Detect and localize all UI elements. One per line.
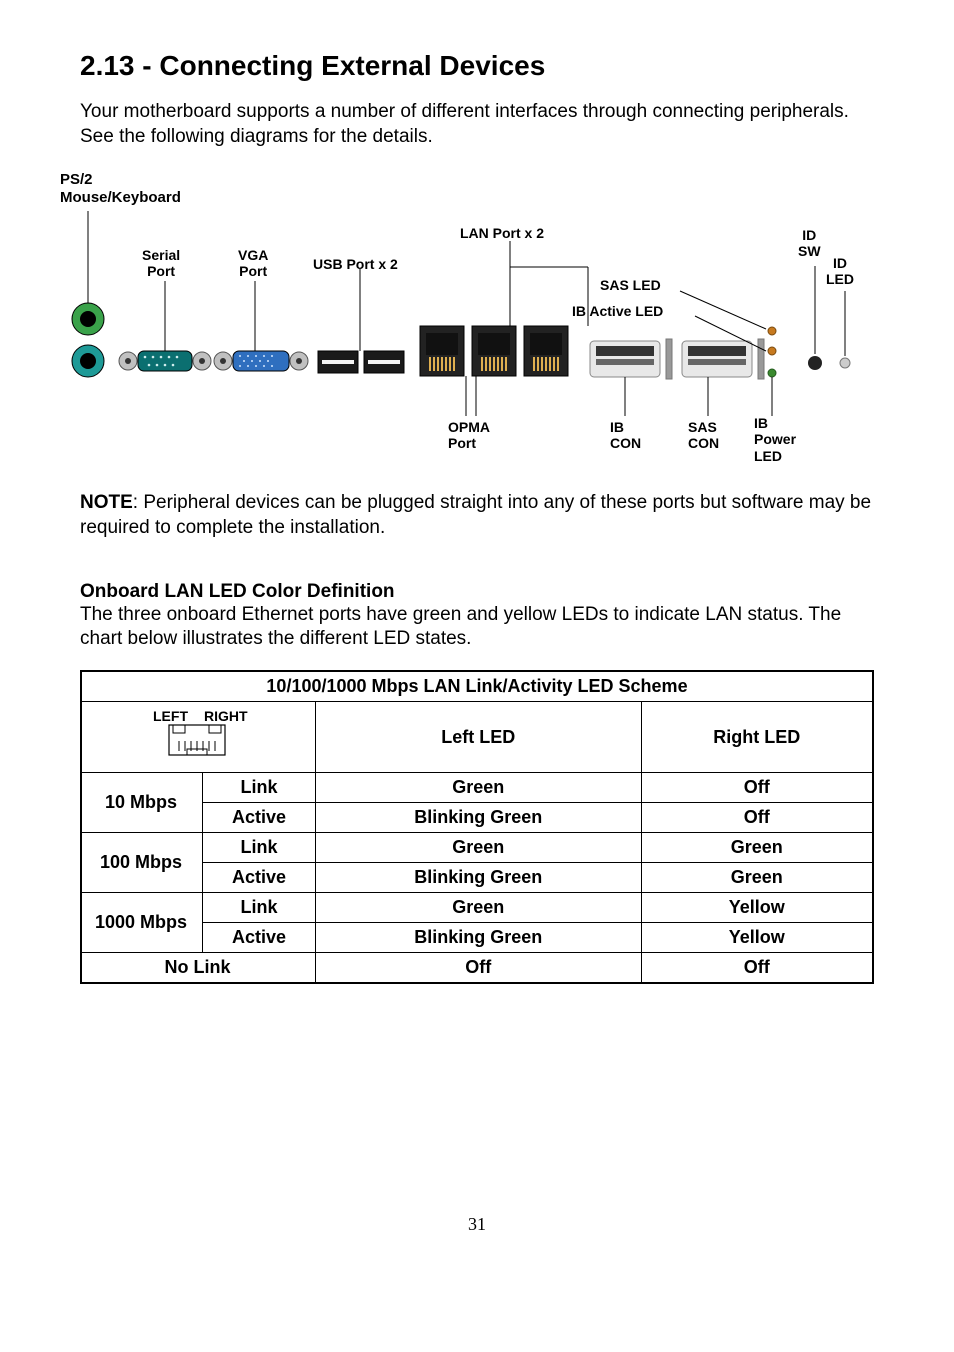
link-label-2: Link [203,893,316,923]
id-sw-label: ID SW [798,227,821,259]
section-heading: 2.13 - Connecting External Devices [80,50,874,82]
lan-section-body: The three onboard Ethernet ports have gr… [80,603,874,652]
page-number: 31 [80,1214,874,1235]
speed-10-cell: 10 Mbps [81,773,203,833]
note-bold: NOTE [80,492,133,513]
rear-io-diagram: Serial Port VGA Port USB Port x 2 LAN Po… [60,211,880,481]
usb-port-label: USB Port x 2 [313,256,398,272]
cell-100-active-left: Blinking Green [316,863,642,893]
right-led-header: Right LED [641,702,873,773]
cell-100-active-right: Green [641,863,873,893]
left-led-header: Left LED [316,702,642,773]
active-label-1: Active [203,863,316,893]
cell-100-link-left: Green [316,833,642,863]
sas-led-label: SAS LED [600,277,661,293]
ps2-label: PS/2 Mouse/Keyboard [60,171,874,207]
cell-1000-link-left: Green [316,893,642,923]
rj45-header-cell: LEFT RIGHT [81,702,316,773]
cell-1000-active-right: Yellow [641,923,873,953]
note-text: NOTE: Peripheral devices can be plugged … [80,491,874,540]
intro-text: Your motherboard supports a number of di… [80,100,874,149]
cell-10-link-right: Off [641,773,873,803]
rj45-right-text: RIGHT [204,708,248,724]
cell-10-active-left: Blinking Green [316,803,642,833]
cell-10-active-right: Off [641,803,873,833]
ib-power-led-label: IB Power LED [754,415,796,463]
ib-active-led-text: IB Active LED [572,303,663,319]
link-label-0: Link [203,773,316,803]
ib-active-led-label: IB Active LED [572,303,663,319]
cell-1000-active-left: Blinking Green [316,923,642,953]
lan-port-label: LAN Port x 2 [460,225,544,241]
serial-port-label: Serial Port [142,247,180,279]
rj45-left-text: LEFT [153,708,188,724]
sas-con-label: SAS CON [688,419,719,451]
lan-section-heading: Onboard LAN LED Color Definition [80,581,874,603]
no-link-cell: No Link [81,953,316,984]
cell-100-link-right: Green [641,833,873,863]
lan-led-table: 10/100/1000 Mbps LAN Link/Activity LED S… [80,670,874,984]
ib-con-label: IB CON [610,419,641,451]
sas-led-text: SAS LED [600,277,661,293]
cell-1000-link-right: Yellow [641,893,873,923]
no-link-left: Off [316,953,642,984]
opma-port-label: OPMA Port [448,419,490,451]
ps2-label-line1: PS/2 [60,171,93,188]
note-rest: : Peripheral devices can be plugged stra… [80,492,871,538]
ps2-label-line2: Mouse/Keyboard [60,189,181,206]
id-led-label: ID LED [826,255,854,287]
speed-100-cell: 100 Mbps [81,833,203,893]
lan-scheme-title: 10/100/1000 Mbps LAN Link/Activity LED S… [81,671,873,702]
speed-1000-cell: 1000 Mbps [81,893,203,953]
no-link-right: Off [641,953,873,984]
active-label-0: Active [203,803,316,833]
cell-10-link-left: Green [316,773,642,803]
rj45-icon: LEFT RIGHT [139,707,259,763]
link-label-1: Link [203,833,316,863]
vga-port-label: VGA Port [238,247,268,279]
active-label-2: Active [203,923,316,953]
